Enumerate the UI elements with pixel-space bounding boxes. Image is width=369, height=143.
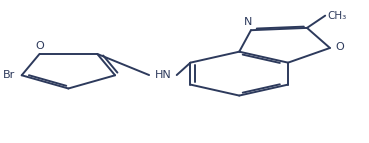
Text: O: O <box>336 42 345 52</box>
Text: CH₃: CH₃ <box>327 11 346 21</box>
Text: HN: HN <box>155 70 171 80</box>
Text: N: N <box>244 17 252 27</box>
Text: O: O <box>35 41 44 51</box>
Text: Br: Br <box>3 70 15 80</box>
